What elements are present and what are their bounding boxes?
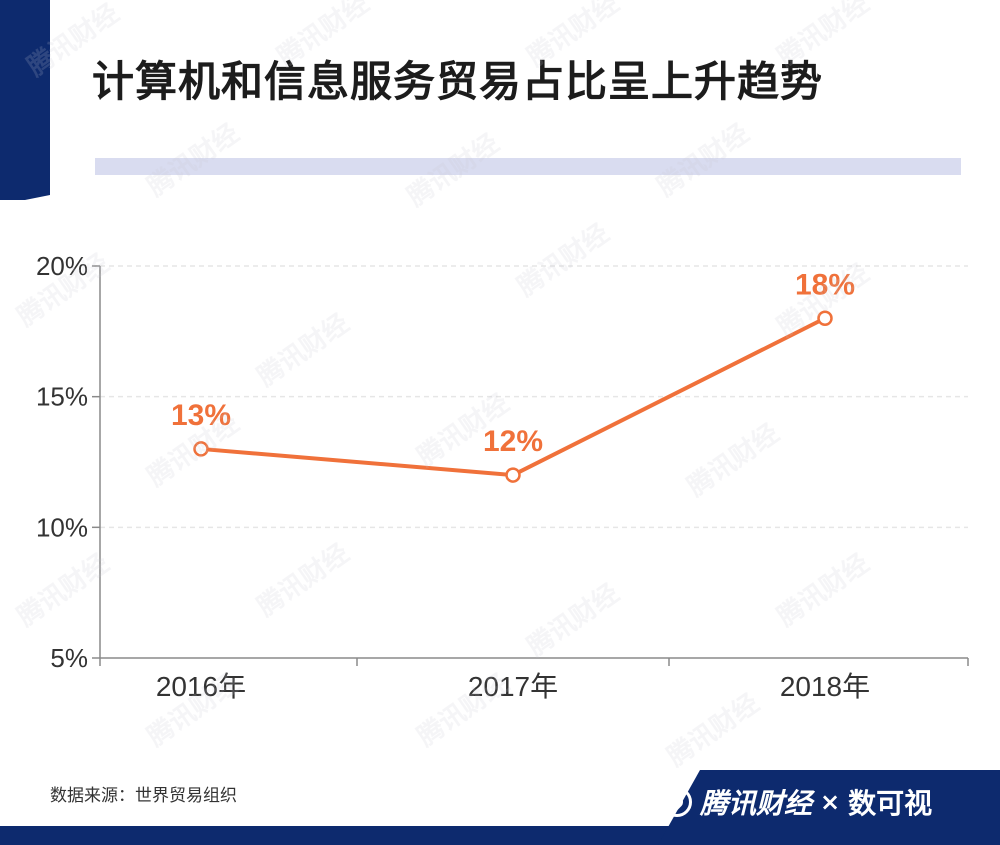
- brand-name: 腾讯财经: [700, 787, 813, 820]
- data-label: 13%: [171, 399, 231, 432]
- series: [193, 310, 833, 483]
- chart-title: 计算机和信息服务贸易占比呈上升趋势: [92, 57, 824, 106]
- grid-lines: [100, 265, 968, 529]
- source-note: 数据来源：世界贸易组织: [50, 786, 237, 806]
- brand-separator: ×: [820, 788, 841, 816]
- corner-decoration: [0, 0, 50, 200]
- x-tick-labels: 2016年 2017年 2018年: [156, 671, 870, 702]
- data-point: [817, 310, 833, 327]
- y-tick-label: 15%: [36, 382, 88, 412]
- brand-partner: 数可视: [848, 787, 933, 820]
- title-underline-bar: [95, 158, 961, 175]
- x-tick-label: 2016年: [156, 671, 246, 702]
- data-label: 18%: [795, 268, 855, 301]
- data-label: 12%: [483, 425, 543, 458]
- x-tick-label: 2018年: [780, 671, 870, 702]
- y-tick-label: 5%: [50, 643, 88, 673]
- brand-logo: 腾讯财经 × 数可视: [662, 778, 932, 826]
- axes: [92, 265, 969, 666]
- data-point: [505, 467, 521, 483]
- y-tick-labels: 5% 10% 15% 20%: [36, 251, 88, 673]
- y-tick-label: 20%: [36, 251, 88, 281]
- data-point: [193, 441, 209, 457]
- tencent-logo-icon: [662, 787, 692, 817]
- y-tick-label: 10%: [36, 512, 88, 542]
- data-labels: 13% 12% 18%: [171, 268, 855, 458]
- x-tick-label: 2017年: [468, 671, 558, 702]
